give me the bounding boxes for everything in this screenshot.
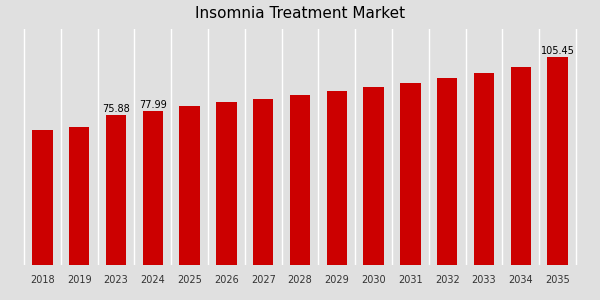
Bar (511, 67, 531, 265)
Text: 75.88: 75.88 (102, 104, 130, 114)
Bar (179, 106, 200, 265)
Bar (547, 57, 568, 265)
Bar (216, 102, 236, 265)
Text: 77.99: 77.99 (139, 100, 167, 110)
Bar (437, 78, 457, 265)
Bar (143, 111, 163, 265)
Title: Insomnia Treatment Market: Insomnia Treatment Market (195, 6, 405, 21)
Bar (253, 98, 274, 265)
Bar (69, 127, 89, 265)
Bar (290, 94, 310, 265)
Bar (400, 83, 421, 265)
Bar (326, 91, 347, 265)
Bar (474, 73, 494, 265)
Bar (106, 116, 126, 265)
Bar (364, 87, 384, 265)
Bar (32, 130, 53, 265)
Text: 105.45: 105.45 (541, 46, 574, 56)
